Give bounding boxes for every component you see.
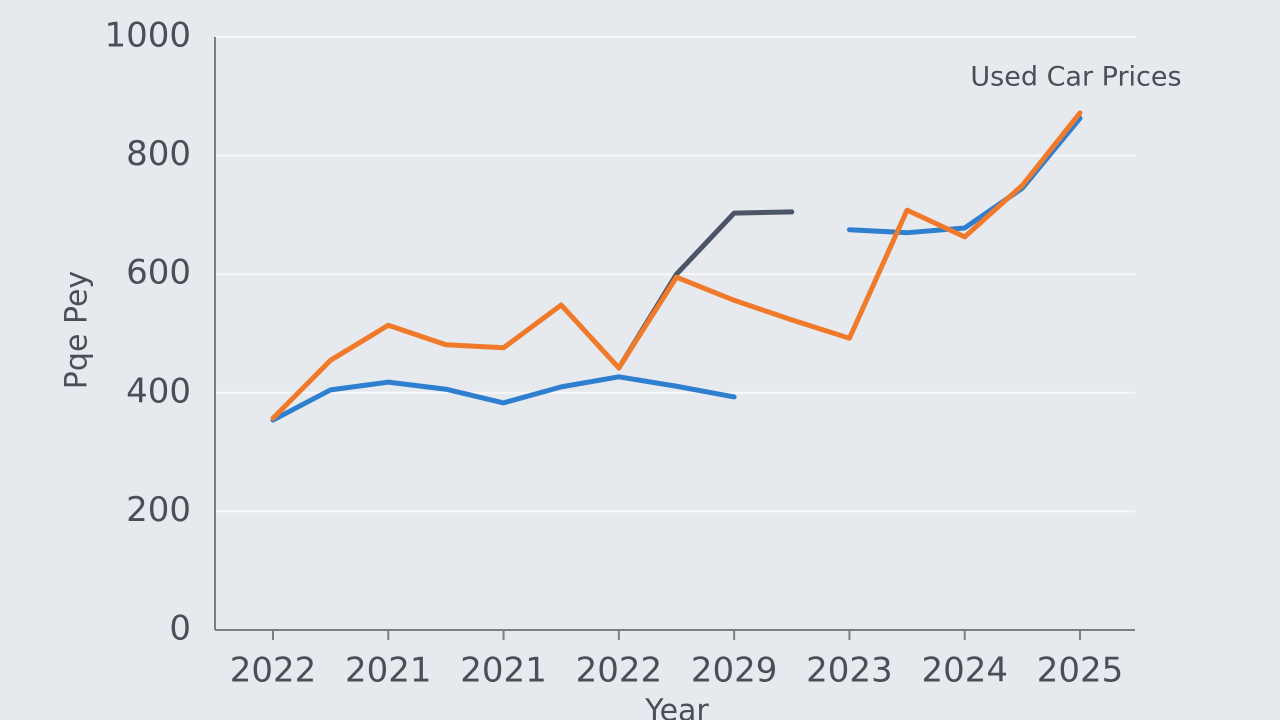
x-tick-label: 2022 xyxy=(230,651,317,691)
y-axis-label: Pqe Pey xyxy=(60,271,95,389)
y-tick-label: 800 xyxy=(126,134,191,174)
x-tick-label: 2021 xyxy=(345,651,432,691)
x-axis-label: Year xyxy=(644,694,709,720)
x-tick-label: 2021 xyxy=(460,651,547,691)
x-tick-label: 2023 xyxy=(806,651,893,691)
x-tick-label: 2025 xyxy=(1037,651,1124,691)
y-tick-label: 0 xyxy=(169,609,191,649)
x-tick-label: 2022 xyxy=(576,651,663,691)
y-tick-label: 1000 xyxy=(104,16,191,56)
x-tick-label: 2029 xyxy=(691,651,778,691)
x-tick-label: 2024 xyxy=(921,651,1008,691)
y-tick-label: 200 xyxy=(126,490,191,530)
y-tick-label: 400 xyxy=(126,371,191,411)
data-line xyxy=(270,110,1083,421)
chart-title: Used Car Prices xyxy=(970,62,1181,93)
y-tick-label: 600 xyxy=(126,253,191,293)
